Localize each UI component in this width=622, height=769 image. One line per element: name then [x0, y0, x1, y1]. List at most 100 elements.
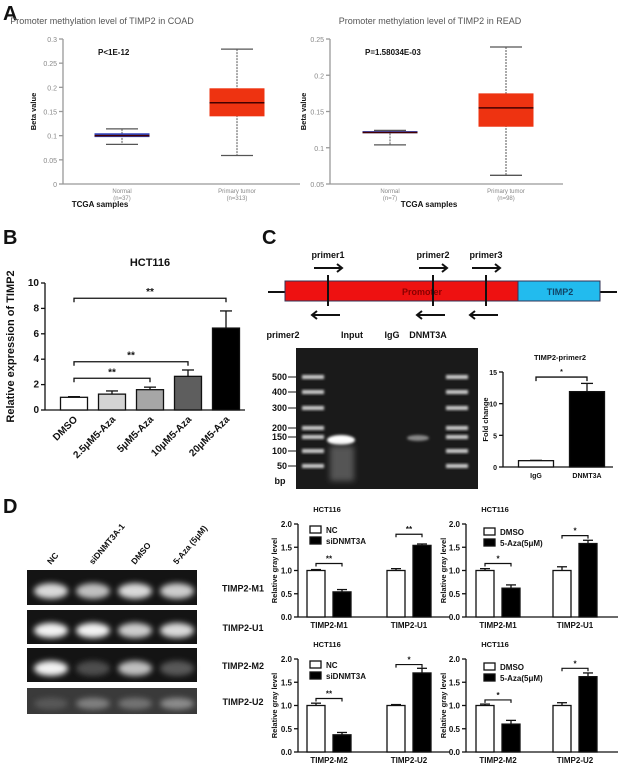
promoter-diagram: Promoter TIMP2 primer1 primer2 primer3: [268, 250, 617, 320]
y-axis-label: Relative expression of TIMP2: [5, 270, 17, 422]
bar: [578, 542, 598, 618]
chart-title: Promoter methylation level of TIMP2 in C…: [10, 16, 194, 26]
ladder-band: [302, 390, 324, 394]
y-tick-label: 10: [28, 278, 40, 289]
y-tick-label: 0.0: [281, 613, 293, 622]
significance-label: *: [573, 659, 577, 668]
bar: [306, 704, 326, 753]
x-tick-label: TIMP2-M2: [479, 756, 517, 765]
gel-lane-label: NC: [45, 550, 61, 566]
bar: [578, 676, 598, 753]
significance-label: **: [108, 367, 116, 378]
gene-label: TIMP2: [547, 287, 574, 297]
panel-label-c: C: [262, 227, 276, 249]
ladder-band: [302, 375, 324, 379]
significance-bracket: [73, 297, 227, 303]
chart-title: TIMP2-primer2: [534, 353, 586, 362]
gel-band-dnmt3a: [407, 435, 429, 441]
x-tick-label: TIMP2-U2: [557, 756, 594, 765]
gel-lane-label: 5-Aza (5μM): [171, 523, 209, 566]
x-tick-sublabel: (n=98): [497, 196, 515, 202]
y-tick-label: 1.5: [449, 678, 461, 687]
gel-row-label: TIMP2-U2: [222, 697, 263, 707]
y-tick-label: 2.0: [449, 520, 461, 529]
bp-label: bp: [275, 476, 286, 486]
significance-bracket: [484, 699, 512, 703]
gel-band: [160, 660, 194, 676]
y-axis-label: Relative gray level: [439, 538, 448, 603]
y-tick-label: 2.0: [281, 655, 293, 664]
significance-label: **: [326, 690, 333, 699]
ladder-label: 150: [272, 432, 287, 442]
x-tick-label: TIMP2-U1: [557, 621, 594, 630]
legend-label: NC: [326, 526, 338, 535]
significance-bracket: [484, 562, 512, 567]
legend-swatch: [483, 673, 496, 682]
y-tick-label: 1.5: [281, 678, 293, 687]
chart-a1: Promoter methylation level of TIMP2 in C…: [10, 16, 300, 209]
x-tick-label: Normal: [380, 189, 399, 195]
ladder-band: [446, 464, 468, 468]
gel-band: [34, 583, 68, 599]
gel-row-label: TIMP2-M1: [222, 584, 264, 594]
ladder-band: [302, 435, 324, 439]
y-tick-label: 6: [33, 329, 39, 340]
box: [478, 93, 534, 127]
significance-bracket: [315, 562, 343, 567]
gel-lane-label: DMSO: [129, 540, 153, 566]
p-value: P=1.58034E-03: [365, 48, 421, 57]
chart-a2: Promoter methylation level of TIMP2 in R…: [299, 16, 563, 209]
significance-bracket: [561, 535, 589, 539]
gel-band-input: [327, 435, 355, 445]
legend-swatch: [483, 662, 496, 671]
y-tick-label: 0.5: [281, 725, 293, 734]
bar: [211, 327, 241, 411]
y-tick-label: 0.1: [314, 146, 324, 153]
y-tick-label: 0.15: [310, 110, 324, 117]
y-tick-label: 2.0: [449, 655, 461, 664]
bar: [552, 569, 572, 618]
primer-label: primer2: [416, 250, 449, 260]
legend-swatch: [483, 538, 496, 547]
bar: [552, 704, 572, 753]
primer-label: primer1: [311, 250, 344, 260]
chart-c: TIMP2-primer2 0 5 10 15 Fold change IgG DNMT3A *: [481, 353, 613, 480]
promoter-label: Promoter: [402, 287, 443, 297]
bar: [412, 544, 432, 618]
ladder-band: [446, 390, 468, 394]
x-tick-label: TIMP2-U2: [391, 756, 428, 765]
x-tick-label: 20μM5-Aza: [187, 414, 232, 459]
gel-band: [76, 660, 110, 676]
significance-bracket: [535, 376, 588, 382]
forward-arrow-icon: [472, 263, 502, 273]
y-tick-label: 0.3: [47, 37, 57, 44]
y-tick-label: 1.0: [281, 567, 293, 576]
significance-bracket: [395, 533, 423, 538]
y-tick-label: 1.0: [449, 702, 461, 711]
y-tick-label: 2: [33, 380, 39, 391]
bar: [135, 389, 165, 411]
bar: [501, 587, 521, 618]
y-tick-label: 0.0: [449, 748, 461, 757]
x-tick-label: Primary tumor: [487, 189, 525, 195]
panel-label-a: A: [3, 3, 17, 25]
ladder-band: [302, 449, 324, 453]
x-tick-label: TIMP2-M1: [310, 621, 348, 630]
y-tick-label: 0.0: [281, 748, 293, 757]
gel-band: [160, 583, 194, 599]
significance-label: *: [496, 555, 500, 564]
y-tick-label: 1.0: [281, 702, 293, 711]
bar: [59, 396, 89, 411]
legend-label: NC: [326, 661, 338, 670]
ladder-band: [446, 435, 468, 439]
bar: [412, 672, 432, 753]
x-tick-label: DMSO: [51, 414, 80, 443]
ladder-band: [302, 426, 324, 430]
y-axis-label: Beta value: [29, 93, 38, 131]
bar: [475, 569, 495, 618]
x-axis-label: TCGA samples: [72, 200, 129, 209]
gel-lane-label: siDNMT3A-1: [87, 521, 127, 566]
